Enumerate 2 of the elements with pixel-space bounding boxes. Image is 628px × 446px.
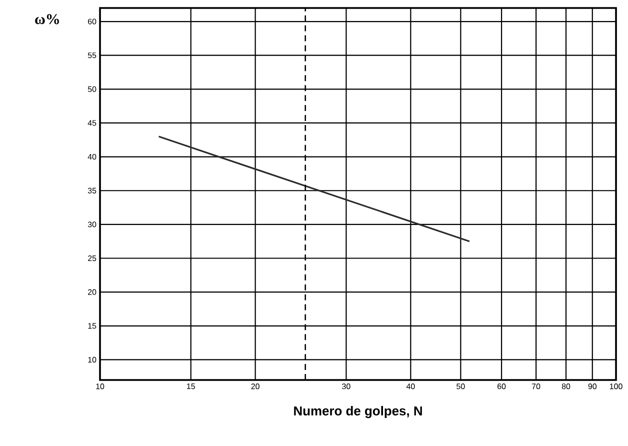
y-axis-title: ω% — [35, 14, 59, 24]
x-axis-title: Numero de golpes, N — [294, 406, 422, 418]
